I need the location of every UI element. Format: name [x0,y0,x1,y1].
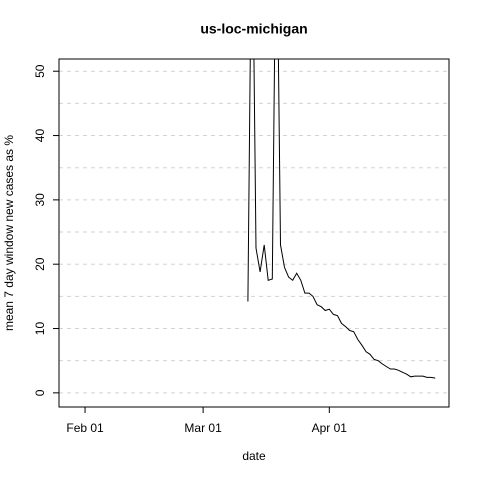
y-tick-label: 50 [33,64,47,78]
y-tick-label: 10 [33,322,47,336]
chart-title: us-loc-michigan [200,21,307,37]
y-tick-label: 40 [33,129,47,143]
y-axis-label: mean 7 day window new cases as % [2,135,16,331]
y-tick-label: 30 [33,193,47,207]
x-tick-label: Mar 01 [184,421,222,435]
x-tick-label: Apr 01 [312,421,348,435]
data-line [247,59,436,379]
y-tick-label: 20 [33,257,47,271]
y-tick-label: 0 [33,389,47,396]
x-axis-label: date [242,449,266,463]
x-tick-label: Feb 01 [66,421,104,435]
plot-frame [58,58,450,408]
